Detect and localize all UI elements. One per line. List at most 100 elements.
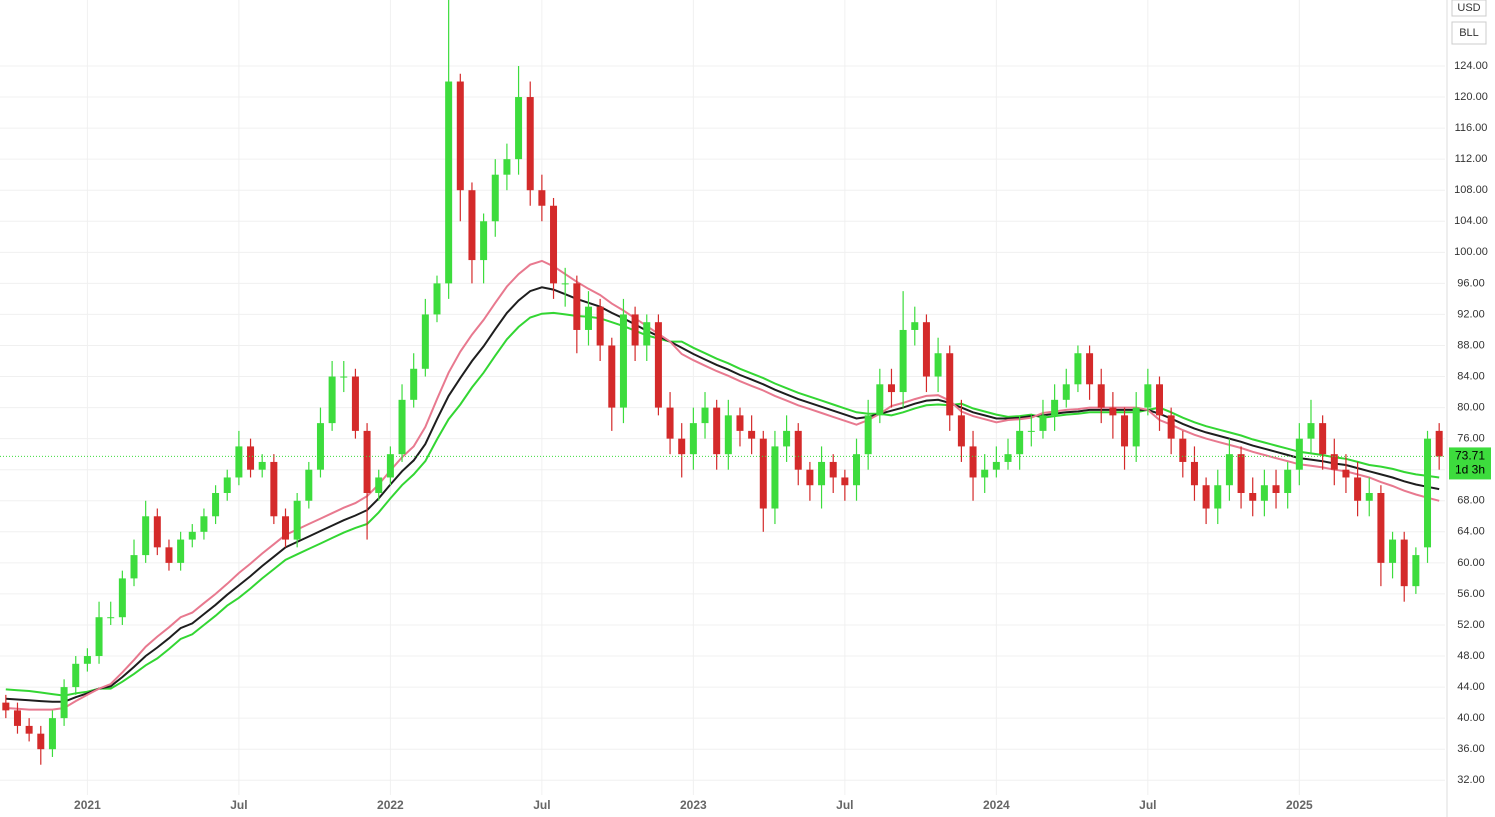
y-tick-label: 68.00 bbox=[1457, 495, 1485, 507]
candle-body bbox=[1354, 477, 1362, 501]
candle-body bbox=[1389, 539, 1397, 563]
price-label: 73.71 bbox=[1455, 449, 1485, 463]
candle-body bbox=[631, 314, 639, 346]
y-tick-label: 60.00 bbox=[1457, 557, 1485, 569]
candle-body bbox=[1051, 399, 1059, 416]
candle-body bbox=[1121, 415, 1129, 447]
y-tick-label: 84.00 bbox=[1457, 370, 1485, 382]
candle-body bbox=[829, 461, 837, 478]
candle-body bbox=[212, 492, 220, 517]
candle-body bbox=[981, 469, 989, 478]
candle-body bbox=[480, 221, 488, 261]
candle-body bbox=[678, 438, 686, 455]
candle-body bbox=[1155, 384, 1163, 416]
candle-body bbox=[1365, 492, 1373, 501]
candle-body bbox=[118, 578, 126, 618]
y-tick-label: 36.00 bbox=[1457, 743, 1485, 755]
candle-body bbox=[468, 190, 476, 261]
candle-body bbox=[666, 407, 674, 439]
candle-body bbox=[1074, 353, 1082, 385]
candle-body bbox=[701, 407, 709, 424]
candle-body bbox=[235, 446, 243, 478]
candle-body bbox=[83, 656, 91, 664]
ribbon-line bbox=[5, 311, 1440, 697]
candle-body bbox=[456, 81, 464, 191]
candle-body bbox=[72, 663, 80, 688]
candle-body bbox=[922, 322, 930, 377]
candle-body bbox=[1190, 461, 1198, 486]
candle-body bbox=[736, 415, 744, 431]
y-tick-label: 40.00 bbox=[1457, 712, 1485, 724]
candle-body bbox=[584, 306, 592, 330]
candle-body bbox=[841, 477, 849, 486]
y-tick-label: 96.00 bbox=[1457, 277, 1485, 289]
candle-body bbox=[1086, 353, 1094, 385]
x-tick-label: Jul bbox=[230, 798, 247, 812]
ribbon-line bbox=[5, 259, 1440, 711]
candle-body bbox=[1424, 438, 1432, 548]
symbol[interactable]: BLL bbox=[1459, 27, 1479, 39]
candle-body bbox=[1249, 492, 1257, 501]
candle-body bbox=[142, 516, 150, 556]
candle-body bbox=[188, 531, 196, 540]
candle-body bbox=[503, 159, 511, 175]
candle-body bbox=[619, 314, 627, 408]
candle-body bbox=[316, 423, 324, 470]
candle-body bbox=[107, 617, 115, 619]
candle-body bbox=[724, 415, 732, 455]
candle-body bbox=[445, 81, 453, 284]
candle-body bbox=[864, 415, 872, 455]
candle-body bbox=[247, 446, 255, 470]
candle-body bbox=[794, 430, 802, 470]
candle-body bbox=[992, 461, 1000, 470]
candle-body bbox=[398, 399, 406, 455]
symbol-box[interactable] bbox=[1451, 21, 1487, 45]
candle-body bbox=[1202, 485, 1210, 509]
candle-body bbox=[1109, 407, 1117, 416]
candle-body bbox=[177, 539, 185, 563]
currency[interactable]: USD bbox=[1457, 2, 1480, 14]
candle-body bbox=[328, 376, 336, 424]
candle-body bbox=[351, 376, 359, 431]
candle-body bbox=[596, 306, 604, 346]
candle-body bbox=[1144, 384, 1152, 408]
currency-box[interactable] bbox=[1451, 0, 1487, 17]
candle-body bbox=[270, 461, 278, 517]
candle-body bbox=[200, 516, 208, 532]
y-tick-label: 48.00 bbox=[1457, 650, 1485, 662]
candle-body bbox=[1237, 454, 1245, 493]
x-tick-label: 2021 bbox=[74, 798, 101, 812]
candle-body bbox=[1295, 438, 1303, 470]
candle-body bbox=[305, 469, 313, 501]
ribbon-line bbox=[5, 286, 1440, 703]
candle-body bbox=[1260, 485, 1268, 501]
candle-body bbox=[1400, 539, 1408, 587]
y-tick-label: 92.00 bbox=[1457, 308, 1485, 320]
candle-body bbox=[887, 384, 895, 393]
x-tick-label: Jul bbox=[1139, 798, 1156, 812]
candle-body bbox=[608, 345, 616, 408]
candle-body bbox=[1214, 485, 1222, 509]
y-tick-label: 108.00 bbox=[1454, 184, 1488, 196]
candle-body bbox=[1179, 438, 1187, 462]
candle-body bbox=[1377, 492, 1385, 563]
candle-body bbox=[1097, 384, 1105, 408]
candle-body bbox=[1027, 430, 1035, 432]
candle-body bbox=[410, 368, 418, 400]
candle-body bbox=[258, 461, 266, 470]
candle-body bbox=[934, 353, 942, 377]
candle-body bbox=[771, 446, 779, 509]
y-tick-label: 76.00 bbox=[1457, 433, 1485, 445]
candle-body bbox=[515, 97, 523, 160]
y-tick-label: 112.00 bbox=[1455, 153, 1488, 165]
candle-body bbox=[969, 446, 977, 478]
price-label-box bbox=[1449, 447, 1491, 480]
candle-body bbox=[1342, 469, 1350, 478]
candle-body bbox=[1167, 415, 1175, 439]
candle-body bbox=[1039, 415, 1047, 431]
candle-body bbox=[561, 283, 569, 285]
y-tick-label: 32.00 bbox=[1457, 774, 1485, 786]
candle-body bbox=[1284, 469, 1292, 493]
candle-body bbox=[25, 725, 33, 734]
candle-body bbox=[748, 430, 756, 439]
